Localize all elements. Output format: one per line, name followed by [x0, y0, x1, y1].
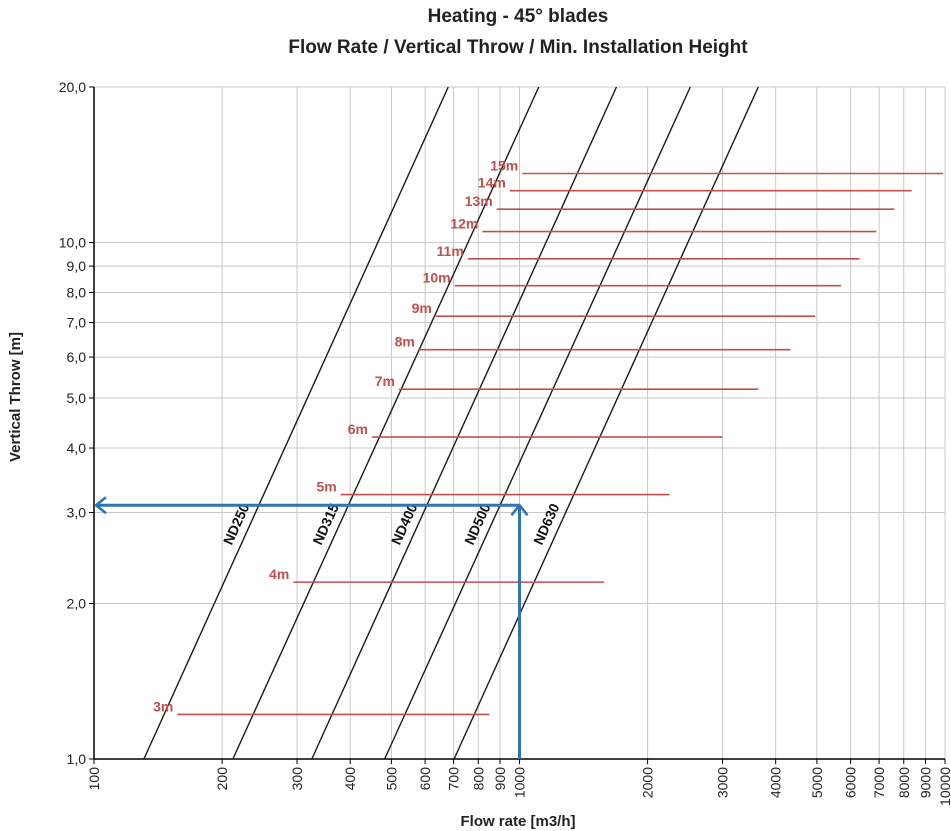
x-tick-label: 800: [470, 767, 486, 791]
x-tick-label: 2000: [640, 767, 656, 798]
x-tick-label: 6000: [843, 767, 859, 798]
y-tick-label: 8,0: [67, 285, 87, 301]
reading-horizontal-arrowhead: [93, 496, 107, 515]
y-axis-label: Vertical Throw [m]: [7, 332, 24, 462]
installation-height-label: 7m: [375, 373, 395, 389]
x-tick-label: 600: [417, 767, 433, 791]
installation-height-label: 9m: [412, 300, 432, 316]
y-tick-label: 7,0: [67, 314, 87, 330]
installation-height-label: 14m: [478, 175, 506, 191]
x-tick-label: 4000: [768, 767, 784, 798]
series-line-nd630: [453, 86, 759, 760]
series-line-nd400: [311, 86, 618, 760]
x-tick-label: 3000: [715, 767, 731, 798]
y-tick-label: 10,0: [59, 234, 86, 250]
example-reading: [93, 496, 529, 759]
x-tick-label: 5000: [809, 767, 825, 798]
installation-height-label: 6m: [348, 421, 368, 437]
x-tick-label: 500: [383, 767, 399, 791]
installation-height-label: 10m: [423, 270, 451, 286]
y-tick-labels: 1,0 2,0 3,0 4,0 5,0 6,0 7,0 8,0 9,0 10,0 20,0: [59, 79, 94, 767]
x-tick-label: 900: [492, 767, 508, 791]
series-line-nd500: [383, 86, 691, 760]
y-tick-label: 20,0: [59, 79, 86, 95]
chart-title-line-2: Flow Rate / Vertical Throw / Min. Instal…: [288, 37, 748, 58]
installation-height-label: 5m: [316, 479, 336, 495]
y-tick-label: 6,0: [67, 349, 87, 365]
x-axis-label: Flow rate [m3/h]: [460, 813, 575, 830]
y-tick-label: 2,0: [67, 596, 87, 612]
x-tick-label: 300: [289, 767, 305, 791]
grid: [93, 86, 946, 760]
installation-height-label: 13m: [465, 193, 493, 209]
x-tick-label: 100: [86, 767, 102, 791]
x-tick-label: 9000: [918, 767, 934, 798]
x-tick-labels: 100 200 300 400 500 600 700 800 900 1000 2000 3000 4…: [86, 759, 951, 806]
x-tick-label: 700: [446, 767, 462, 791]
x-tick-label: 7000: [871, 767, 887, 798]
chart-title-line-1: Heating - 45° blades: [428, 6, 609, 27]
installation-height-label: 12m: [450, 216, 478, 232]
installation-height-label: 15m: [490, 158, 518, 174]
x-tick-label: 200: [214, 767, 230, 791]
y-tick-label: 3,0: [67, 505, 87, 521]
y-tick-label: 4,0: [67, 440, 87, 456]
installation-height-label: 11m: [437, 243, 464, 259]
y-tick-label: 5,0: [67, 390, 87, 406]
installation-height-label: 4m: [269, 566, 289, 582]
x-tick-label: 10000: [937, 767, 951, 806]
y-tick-label: 9,0: [67, 258, 87, 274]
x-tick-label: 400: [342, 767, 358, 791]
installation-height-label: 8m: [395, 334, 415, 350]
x-tick-label: 8000: [896, 767, 912, 798]
series-line-nd315: [232, 86, 540, 760]
x-tick-label: 1000: [512, 767, 528, 798]
y-tick-label: 1,0: [67, 751, 87, 767]
series-line-nd250: [143, 86, 449, 760]
installation-height-label: 3m: [153, 698, 173, 714]
